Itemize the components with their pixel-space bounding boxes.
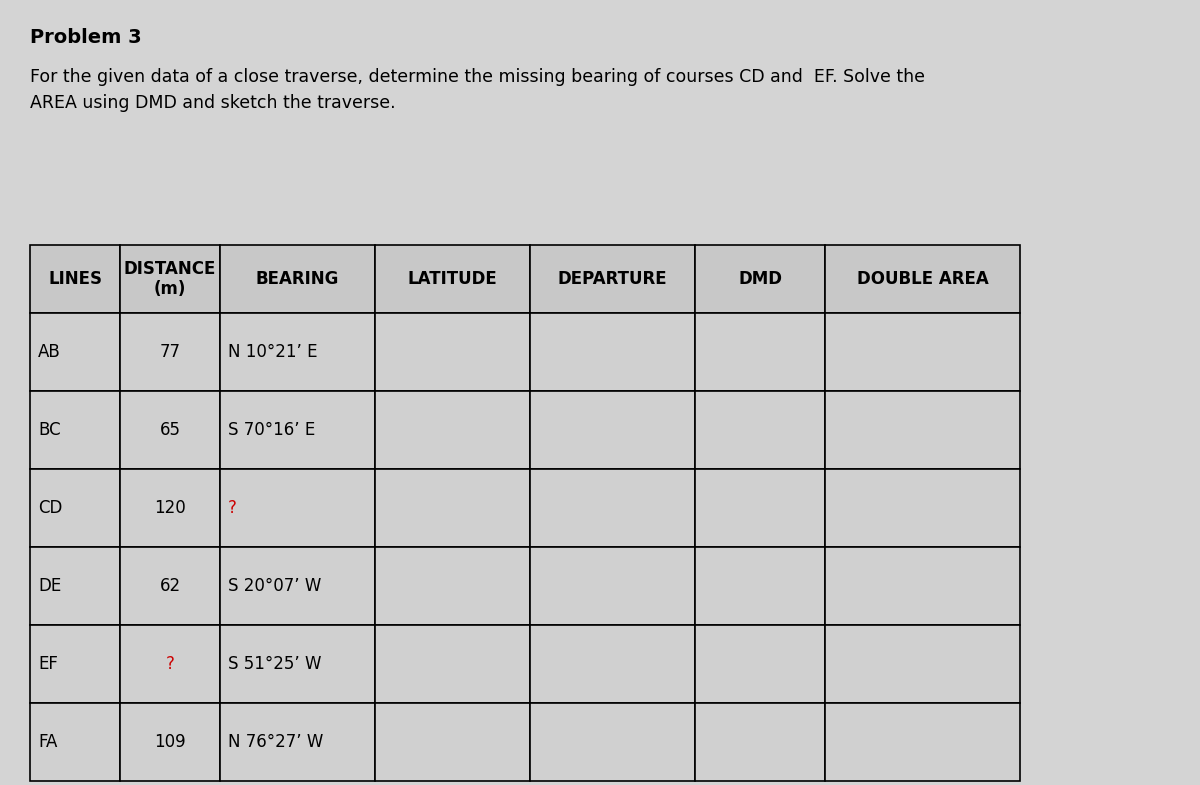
Bar xyxy=(374,469,530,547)
Text: ?: ? xyxy=(228,499,236,517)
Bar xyxy=(30,391,120,469)
Text: S 20°07’ W: S 20°07’ W xyxy=(228,577,322,595)
Bar xyxy=(695,245,826,313)
Bar xyxy=(530,547,695,625)
Bar xyxy=(220,313,374,391)
Text: EF: EF xyxy=(38,655,58,673)
Bar xyxy=(695,547,826,625)
Bar xyxy=(374,245,530,313)
Text: BC: BC xyxy=(38,421,61,439)
Text: DISTANCE
(m): DISTANCE (m) xyxy=(124,260,216,298)
Bar xyxy=(826,245,1020,313)
Bar xyxy=(374,703,530,781)
Bar xyxy=(530,391,695,469)
Bar xyxy=(30,245,120,313)
Bar xyxy=(220,245,374,313)
Bar xyxy=(30,469,120,547)
Text: BEARING: BEARING xyxy=(256,270,340,288)
Text: 109: 109 xyxy=(154,733,186,751)
Bar xyxy=(826,625,1020,703)
Text: DEPARTURE: DEPARTURE xyxy=(558,270,667,288)
Text: Problem 3: Problem 3 xyxy=(30,28,142,47)
Text: S 51°25’ W: S 51°25’ W xyxy=(228,655,322,673)
Bar xyxy=(220,547,374,625)
Bar xyxy=(30,313,120,391)
Text: LINES: LINES xyxy=(48,270,102,288)
Bar xyxy=(30,703,120,781)
Bar xyxy=(120,313,220,391)
Bar xyxy=(826,313,1020,391)
Bar xyxy=(220,703,374,781)
Text: LATITUDE: LATITUDE xyxy=(408,270,497,288)
Bar xyxy=(220,391,374,469)
Bar xyxy=(826,469,1020,547)
Bar xyxy=(120,391,220,469)
Bar xyxy=(530,625,695,703)
Bar xyxy=(695,469,826,547)
Text: 62: 62 xyxy=(160,577,180,595)
Bar xyxy=(30,625,120,703)
Bar xyxy=(695,703,826,781)
Bar xyxy=(530,703,695,781)
Text: FA: FA xyxy=(38,733,58,751)
Bar xyxy=(695,391,826,469)
Bar xyxy=(374,625,530,703)
Text: DOUBLE AREA: DOUBLE AREA xyxy=(857,270,989,288)
Bar xyxy=(120,703,220,781)
Bar xyxy=(695,625,826,703)
Bar xyxy=(220,469,374,547)
Text: N 10°21’ E: N 10°21’ E xyxy=(228,343,318,361)
Text: S 70°16’ E: S 70°16’ E xyxy=(228,421,316,439)
Text: ?: ? xyxy=(166,655,174,673)
Text: N 76°27’ W: N 76°27’ W xyxy=(228,733,323,751)
Bar xyxy=(374,313,530,391)
Text: 65: 65 xyxy=(160,421,180,439)
Text: 120: 120 xyxy=(154,499,186,517)
Text: DMD: DMD xyxy=(738,270,782,288)
Bar xyxy=(826,391,1020,469)
Text: DE: DE xyxy=(38,577,61,595)
Text: CD: CD xyxy=(38,499,62,517)
Text: AB: AB xyxy=(38,343,61,361)
Bar xyxy=(530,245,695,313)
Bar xyxy=(30,547,120,625)
Bar xyxy=(120,625,220,703)
Bar xyxy=(530,469,695,547)
Bar xyxy=(374,391,530,469)
Bar xyxy=(120,469,220,547)
Bar xyxy=(826,703,1020,781)
Bar xyxy=(374,547,530,625)
Bar xyxy=(695,313,826,391)
Bar xyxy=(530,313,695,391)
Bar xyxy=(120,547,220,625)
Bar xyxy=(826,547,1020,625)
Text: 77: 77 xyxy=(160,343,180,361)
Text: For the given data of a close traverse, determine the missing bearing of courses: For the given data of a close traverse, … xyxy=(30,68,925,112)
Bar xyxy=(120,245,220,313)
Bar xyxy=(220,625,374,703)
